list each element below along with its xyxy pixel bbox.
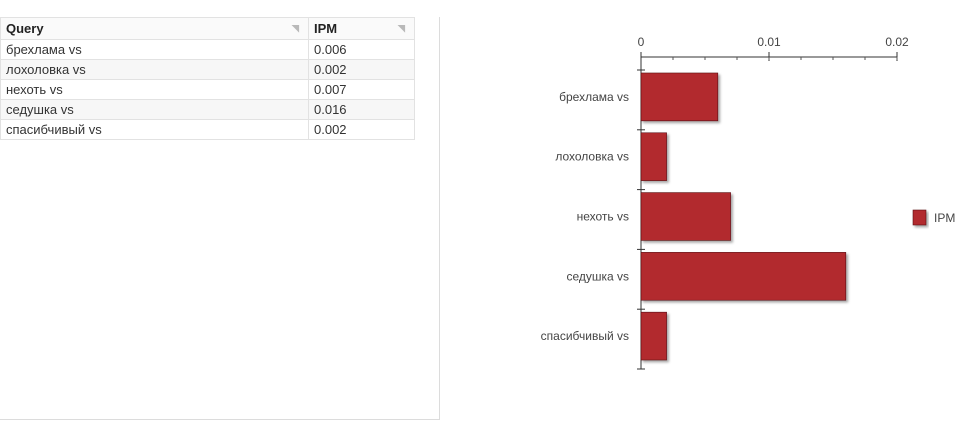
bar-chart: 0 0.01 0.02 брехлама vs лохоловка vs нехоть v… bbox=[520, 30, 971, 421]
data-table-panel: Query ◥ IPM ◥ брехлама vs 0.006 лохоловк… bbox=[0, 17, 440, 420]
table-row[interactable]: спасибчивый vs 0.002 bbox=[0, 119, 415, 140]
sort-icon[interactable]: ◥ bbox=[292, 23, 299, 33]
bar bbox=[640, 192, 731, 241]
bar-chart-svg: 0 0.01 0.02 брехлама vs лохоловка vs нехоть v… bbox=[541, 35, 955, 370]
bar bbox=[640, 252, 847, 301]
table-row[interactable]: нехоть vs 0.007 bbox=[0, 79, 415, 100]
sort-icon[interactable]: ◥ bbox=[398, 23, 405, 33]
column-header-query[interactable]: Query ◥ bbox=[0, 17, 309, 40]
y-category-label: седушка vs bbox=[566, 269, 629, 283]
cell-ipm: 0.002 bbox=[308, 59, 415, 80]
cell-query: нехоть vs bbox=[0, 79, 309, 100]
table-row[interactable]: седушка vs 0.016 bbox=[0, 99, 415, 120]
y-category-label: спасибчивый vs bbox=[541, 329, 629, 343]
table-row[interactable]: брехлама vs 0.006 bbox=[0, 39, 415, 60]
column-header-ipm[interactable]: IPM ◥ bbox=[308, 17, 415, 40]
legend-label: IPM bbox=[934, 211, 955, 225]
column-header-label: Query bbox=[6, 21, 44, 36]
cell-ipm: 0.007 bbox=[308, 79, 415, 100]
y-category-label: брехлама vs bbox=[559, 90, 629, 104]
column-header-label: IPM bbox=[314, 21, 338, 36]
x-tick-label: 0.02 bbox=[885, 35, 909, 49]
table-header-row: Query ◥ IPM ◥ bbox=[0, 17, 415, 40]
cell-query: брехлама vs bbox=[0, 39, 309, 60]
cell-query: лохоловка vs bbox=[0, 59, 309, 80]
bar bbox=[640, 311, 667, 361]
y-category-label: нехоть vs bbox=[577, 210, 629, 224]
cell-ipm: 0.006 bbox=[308, 39, 415, 60]
bar bbox=[640, 132, 667, 181]
cell-ipm: 0.016 bbox=[308, 99, 415, 120]
cell-ipm: 0.002 bbox=[308, 119, 415, 140]
bar bbox=[640, 72, 719, 122]
cell-query: седушка vs bbox=[0, 99, 309, 120]
x-tick-label: 0.01 bbox=[757, 35, 781, 49]
cell-query: спасибчивый vs bbox=[0, 119, 309, 140]
data-table: Query ◥ IPM ◥ брехлама vs 0.006 лохоловк… bbox=[0, 17, 415, 140]
y-category-label: лохоловка vs bbox=[555, 150, 629, 164]
legend-swatch bbox=[912, 209, 927, 226]
table-row[interactable]: лохоловка vs 0.002 bbox=[0, 59, 415, 80]
x-tick-label: 0 bbox=[638, 35, 645, 49]
